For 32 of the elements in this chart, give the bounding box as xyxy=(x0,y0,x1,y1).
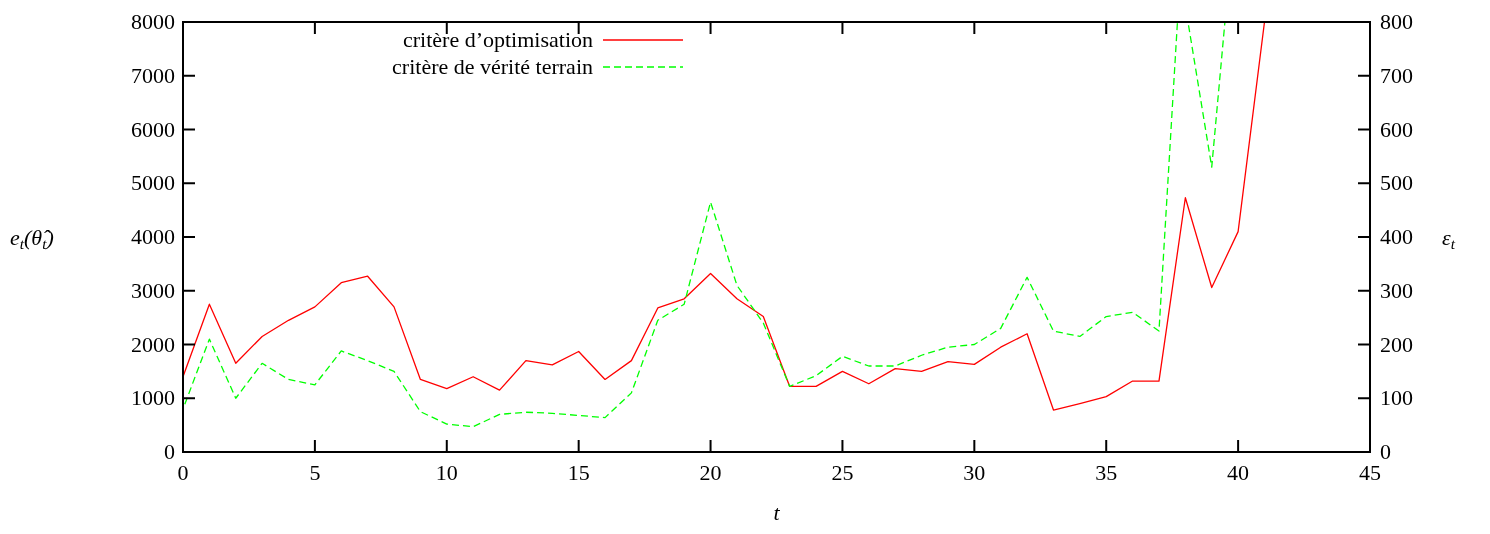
y-tick-label: 5000 xyxy=(131,170,175,196)
y2-tick-label: 200 xyxy=(1380,331,1413,357)
y2-tick-label: 100 xyxy=(1380,385,1413,411)
y-tick-label: 4000 xyxy=(131,224,175,249)
y2-tick-label: 700 xyxy=(1380,62,1413,88)
y2-tick-label: 300 xyxy=(1380,277,1413,303)
x-tick-label: 5 xyxy=(309,460,321,485)
x-tick-label: 20 xyxy=(699,460,722,485)
y-tick-label: 2000 xyxy=(131,331,175,357)
y-tick-label: 1000 xyxy=(131,385,175,411)
y-tick-label: 3000 xyxy=(131,277,175,303)
y-tick-label: 0 xyxy=(164,439,175,464)
y2-axis-title: ε$_{t}$ xyxy=(1442,225,1456,252)
legend-label: critère d’optimisation xyxy=(403,27,593,52)
x-tick-label: 35 xyxy=(1095,460,1118,485)
y-tick-label: 6000 xyxy=(131,116,175,142)
x-tick-label: 25 xyxy=(831,460,854,485)
legend-label: critère de vérité terrain xyxy=(392,54,593,79)
x-tick-label: 30 xyxy=(963,460,986,485)
y2-tick-label: 500 xyxy=(1380,170,1413,196)
y2-tick-label: 600 xyxy=(1380,116,1413,142)
x-axis-title: t xyxy=(773,500,781,525)
y-tick-label: 7000 xyxy=(131,62,175,88)
x-tick-label: 10 xyxy=(435,460,458,485)
y-axis-title: e$_{t}$(θ̂$_{t}$) xyxy=(10,225,54,252)
y2-tick-label: 400 xyxy=(1380,224,1413,249)
y2-tick-label: 800 xyxy=(1380,9,1413,34)
x-tick-label: 40 xyxy=(1227,460,1250,485)
x-tick-label: 15 xyxy=(567,460,590,485)
y2-tick-label: 0 xyxy=(1380,439,1391,464)
x-tick-label: 45 xyxy=(1359,460,1381,485)
y-tick-label: 8000 xyxy=(131,9,175,34)
